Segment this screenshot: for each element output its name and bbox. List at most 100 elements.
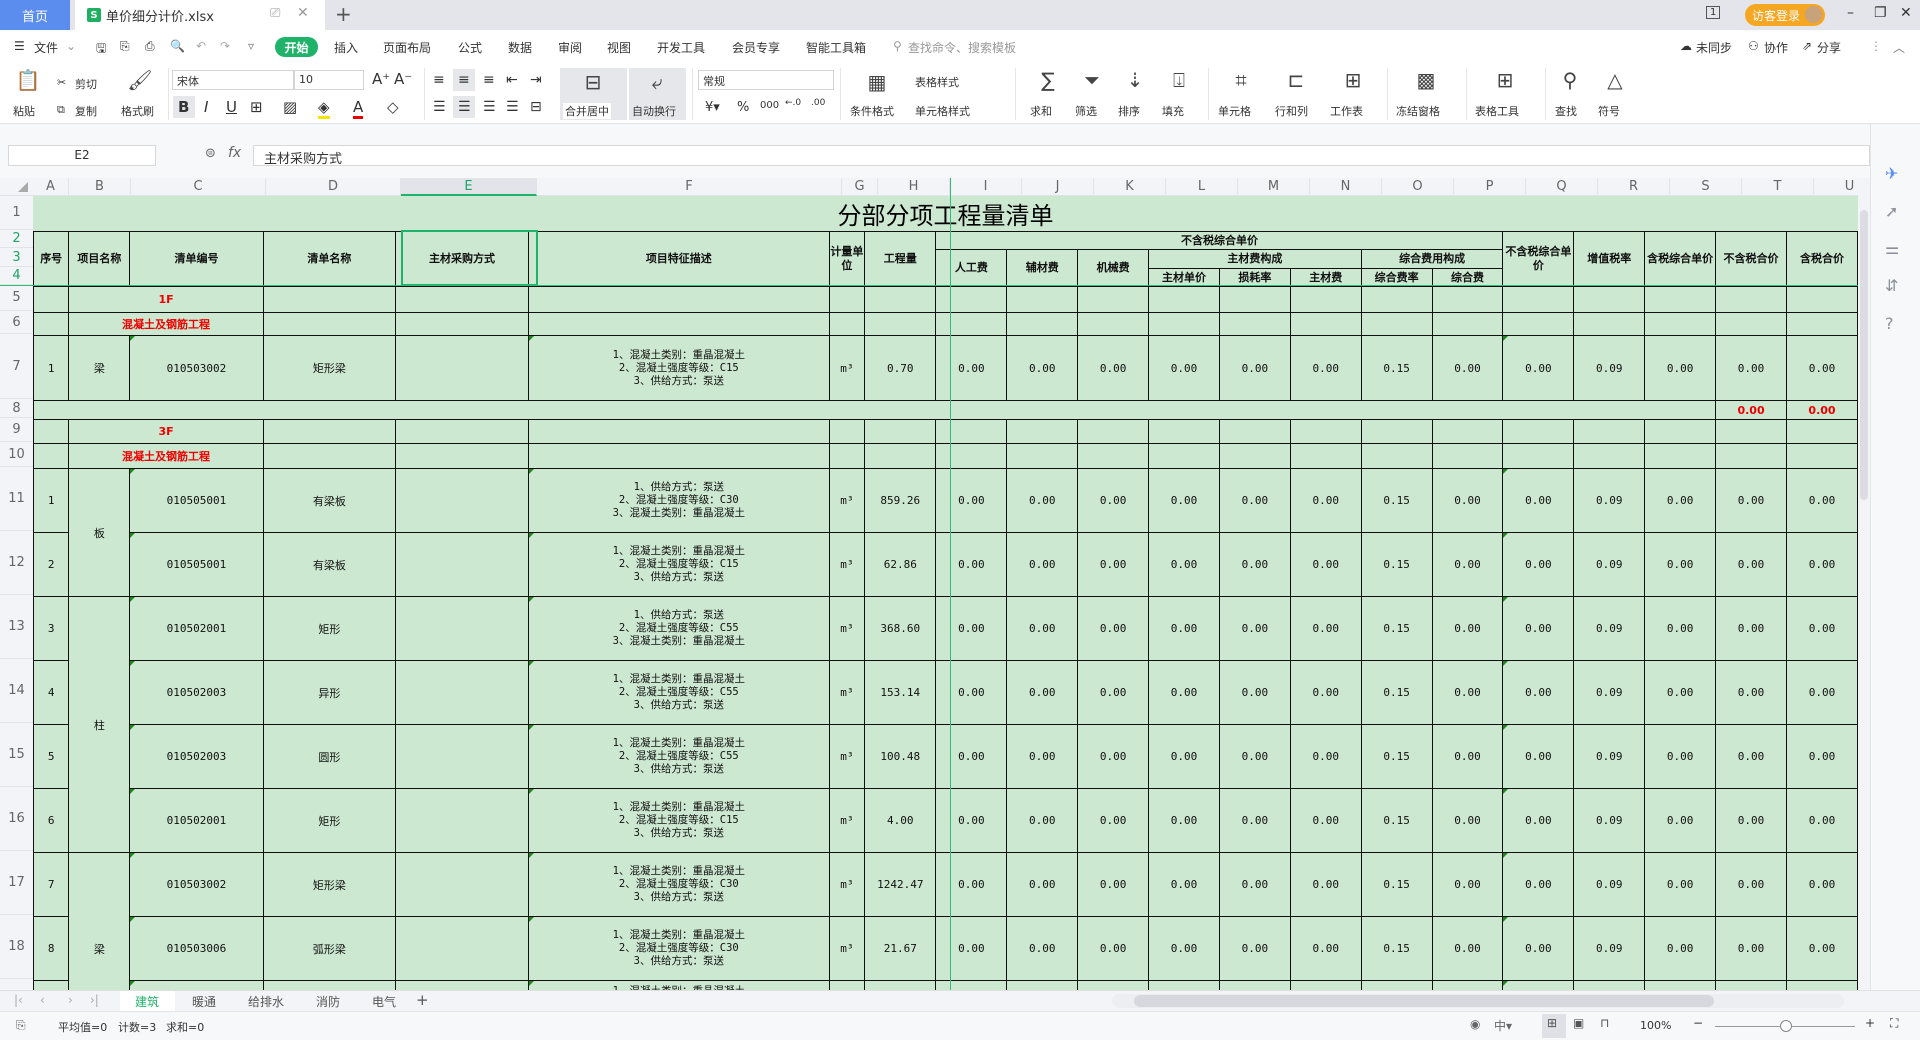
share-button[interactable]: 分享 — [1817, 41, 1842, 55]
cell[interactable] — [1502, 419, 1575, 444]
header-seq[interactable]: 序号 — [33, 231, 70, 287]
export-icon[interactable]: ⎘ — [120, 39, 130, 53]
list-name-cell[interactable]: 矩形梁 — [262, 852, 397, 917]
feature-description-cell[interactable]: 1、混凝土类别：重晶混凝土 2、混凝土强度等级：C55 3、供给方式：泵送 — [527, 660, 830, 725]
cell[interactable] — [1431, 980, 1504, 990]
value-cell[interactable]: 0.00 — [1502, 724, 1575, 789]
quantity-cell[interactable]: 153.14 — [864, 660, 937, 725]
menu-tab-smart-tools[interactable]: 智能工具箱 — [806, 41, 867, 55]
cell[interactable] — [1218, 419, 1291, 444]
align-center-icon[interactable]: ☰ — [458, 99, 471, 115]
worksheet-button[interactable]: 工作表 — [1330, 105, 1363, 118]
column-header-I[interactable]: I — [950, 178, 1022, 196]
value-cell[interactable]: 0.00 — [1077, 724, 1150, 789]
cell[interactable] — [527, 312, 830, 336]
select-all-icon[interactable] — [18, 182, 28, 192]
value-cell[interactable]: 0.00 — [1077, 788, 1150, 853]
value-cell[interactable]: 0.00 — [1077, 916, 1150, 981]
header-q_unit_price_ex_tax[interactable]: 不含税综合单价 — [1502, 231, 1575, 287]
value-cell[interactable]: 0.00 — [1289, 724, 1362, 789]
clear-icon[interactable]: ◇ — [387, 98, 399, 116]
menu-tab-insert[interactable]: 插入 — [334, 41, 359, 55]
code-cell[interactable]: 010503002 — [129, 852, 264, 917]
sort-button[interactable]: 排序 — [1118, 105, 1140, 118]
header-overhead[interactable]: 综合费用构成 — [1360, 249, 1504, 269]
value-cell[interactable]: 0.00 — [935, 660, 1008, 725]
value-cell[interactable]: 0.00 — [1785, 532, 1858, 597]
column-header-J[interactable]: J — [1022, 178, 1094, 196]
settings-slider-icon[interactable]: ⚌ — [1885, 239, 1900, 258]
value-cell[interactable]: 0.09 — [1573, 916, 1646, 981]
value-cell[interactable]: 0.00 — [1431, 596, 1504, 661]
value-cell[interactable]: 0.00 — [1715, 596, 1787, 661]
value-cell[interactable]: 0.15 — [1360, 596, 1433, 661]
value-cell[interactable]: 0.00 — [1148, 532, 1220, 597]
header-aux_material[interactable]: 辅材费 — [1006, 249, 1079, 287]
eye-protection-icon[interactable]: ◉ — [1470, 1017, 1481, 1031]
justify-icon[interactable]: ☰ — [506, 99, 519, 115]
procurement-cell[interactable] — [395, 724, 529, 789]
header-list_name[interactable]: 清单名称 — [262, 231, 397, 287]
cell[interactable] — [1218, 980, 1291, 990]
cell[interactable] — [1289, 419, 1362, 444]
cell[interactable] — [828, 286, 866, 313]
value-cell[interactable]: 0.00 — [1715, 335, 1787, 401]
value-cell[interactable]: 0.00 — [1148, 660, 1220, 725]
value-cell[interactable]: 0.00 — [1218, 724, 1291, 789]
cell[interactable] — [1077, 443, 1150, 469]
value-cell[interactable]: 0.00 — [1644, 532, 1717, 597]
cell[interactable] — [1006, 419, 1079, 444]
column-header-L[interactable]: L — [1166, 178, 1238, 196]
value-cell[interactable]: 0.00 — [1431, 916, 1504, 981]
cell[interactable] — [828, 312, 866, 336]
cell[interactable] — [828, 980, 866, 990]
value-cell[interactable]: 0.00 — [1006, 468, 1079, 533]
value-cell[interactable]: 0.15 — [1360, 468, 1433, 533]
seq-cell[interactable]: 7 — [33, 852, 70, 917]
code-cell[interactable]: 010505001 — [129, 532, 264, 597]
cell[interactable] — [1077, 419, 1150, 444]
sheet-tab-4[interactable]: 消防 — [316, 995, 341, 1009]
value-cell[interactable]: 0.00 — [1006, 724, 1079, 789]
zoom-in-icon[interactable]: + — [1865, 1016, 1876, 1030]
distributed-icon[interactable]: ⊟ — [530, 99, 542, 115]
seq-cell[interactable]: 5 — [33, 724, 70, 789]
cell[interactable] — [1006, 980, 1079, 990]
sum-button[interactable]: 求和 — [1030, 105, 1052, 118]
value-cell[interactable]: 0.00 — [1431, 724, 1504, 789]
header-overhead_fee[interactable]: 综合费 — [1431, 268, 1504, 287]
minimize-icon[interactable]: – — [1847, 5, 1854, 21]
wrap-text-button[interactable] — [629, 68, 686, 120]
cell[interactable] — [1148, 419, 1220, 444]
collab-button[interactable]: 协作 — [1764, 41, 1789, 55]
value-cell[interactable]: 0.15 — [1360, 660, 1433, 725]
thousands-icon[interactable]: 000 — [760, 100, 780, 111]
value-cell[interactable]: 0.00 — [1644, 468, 1717, 533]
border-icon[interactable]: ⊞ — [250, 98, 263, 116]
cell[interactable] — [1715, 312, 1787, 336]
value-cell[interactable]: 0.00 — [1431, 852, 1504, 917]
value-cell[interactable]: 0.00 — [1006, 532, 1079, 597]
header-features[interactable]: 项目特征描述 — [527, 231, 830, 287]
header-unit[interactable]: 计量单位 — [828, 231, 866, 287]
vertical-scroll-thumb[interactable] — [1860, 210, 1868, 500]
value-cell[interactable]: 0.00 — [1785, 724, 1858, 789]
value-cell[interactable]: 0.00 — [1715, 660, 1787, 725]
sheet-tab-3[interactable]: 给排水 — [248, 995, 285, 1009]
value-cell[interactable]: 0.00 — [1006, 660, 1079, 725]
value-cell[interactable]: 0.09 — [1573, 596, 1646, 661]
align-top-icon[interactable]: ≡ — [433, 72, 445, 88]
value-cell[interactable]: 0.00 — [1785, 660, 1858, 725]
row-header-16[interactable]: 16 — [0, 787, 33, 851]
menu-tab-developer[interactable]: 开发工具 — [657, 41, 706, 55]
procurement-cell[interactable] — [395, 660, 529, 725]
value-cell[interactable]: 0.00 — [1077, 335, 1150, 401]
item-name-cell[interactable]: 柱 — [68, 596, 131, 853]
value-cell[interactable]: 0.00 — [1077, 660, 1150, 725]
symbol-button[interactable]: 符号 — [1598, 105, 1620, 118]
cell[interactable] — [1573, 312, 1646, 336]
cell[interactable] — [1360, 443, 1433, 469]
row-header-8[interactable]: 8 — [0, 399, 33, 418]
value-cell[interactable]: 0.00 — [1289, 532, 1362, 597]
feature-description-cell[interactable]: 1、混凝土类别：重晶混凝土 2、混凝土强度等级：C15 3、供给方式：泵送 — [527, 532, 830, 597]
